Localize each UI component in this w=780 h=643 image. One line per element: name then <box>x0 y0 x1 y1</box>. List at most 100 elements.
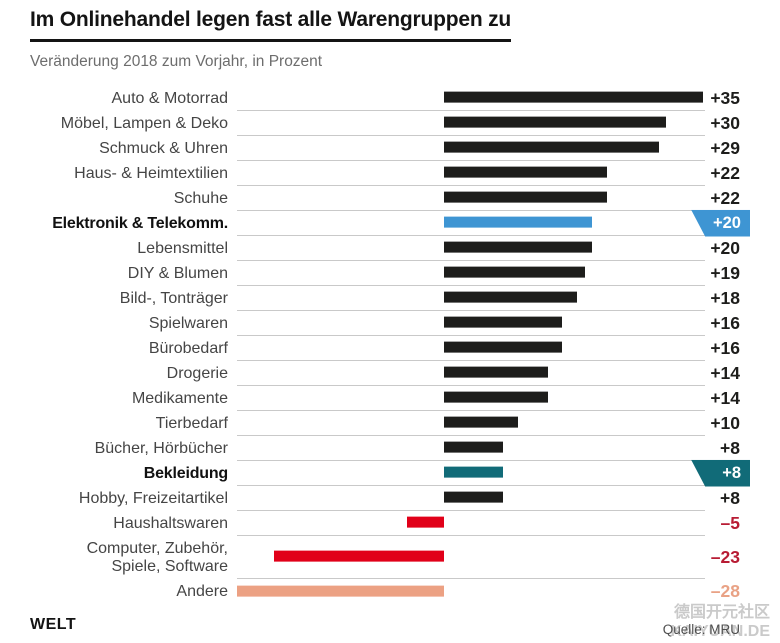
row-label: Bild-, Tonträger <box>119 289 228 307</box>
row-value: –5 <box>720 513 740 533</box>
page-title: Im Onlinehandel legen fast alle Warengru… <box>30 8 511 42</box>
row-plot-area <box>237 336 705 361</box>
chart-row: Computer, Zubehör, Spiele, Software –23 <box>30 536 750 579</box>
value-bar <box>407 516 444 528</box>
row-value: +8 <box>720 438 740 458</box>
value-bar <box>444 316 563 328</box>
row-value: +22 <box>710 188 740 208</box>
row-label: Haushaltswaren <box>113 514 228 532</box>
row-value: +20 <box>710 238 740 258</box>
value-bar <box>273 550 444 562</box>
row-value: +16 <box>710 313 740 333</box>
chart-row: DIY & Blumen +19 <box>30 261 750 286</box>
row-value: +19 <box>710 263 740 283</box>
row-value: +29 <box>710 138 740 158</box>
value-bar <box>444 466 504 478</box>
row-plot-area <box>237 211 705 236</box>
row-value: +30 <box>710 113 740 133</box>
value-bar <box>444 241 592 253</box>
value-bar <box>444 491 504 503</box>
row-plot-area <box>237 486 705 511</box>
row-plot-area <box>237 86 705 111</box>
row-label: Haus- & Heimtextilien <box>74 164 228 182</box>
value-bar <box>444 416 518 428</box>
value-bar <box>444 141 659 153</box>
value-bar <box>444 291 578 303</box>
chart-row: Lebensmittel +20 <box>30 236 750 261</box>
row-label: Spielwaren <box>148 314 228 332</box>
value-bar <box>444 391 548 403</box>
row-label: Bekleidung <box>143 464 228 482</box>
chart-row: Schmuck & Uhren +29 <box>30 136 750 161</box>
row-plot-area <box>237 261 705 286</box>
value-bar <box>444 266 585 278</box>
row-plot-area <box>237 436 705 461</box>
row-label: Bücher, Hörbücher <box>94 439 228 457</box>
value-bar <box>444 91 703 103</box>
value-bar <box>444 341 563 353</box>
row-plot-area <box>237 411 705 436</box>
row-plot-area <box>237 186 705 211</box>
row-value: –23 <box>710 547 740 567</box>
row-value: +8 <box>691 459 750 487</box>
value-bar <box>444 116 666 128</box>
welt-logo: WELT <box>30 616 77 633</box>
row-label: Schmuck & Uhren <box>99 139 228 157</box>
row-plot-area <box>237 286 705 311</box>
row-value: +8 <box>720 488 740 508</box>
row-plot-area <box>237 311 705 336</box>
row-label: Computer, Zubehör, Spiele, Software <box>86 540 228 575</box>
row-value: +18 <box>710 288 740 308</box>
chart-row: Tierbedarf +10 <box>30 411 750 436</box>
bar-chart: Auto & Motorrad +35 Möbel, Lampen & Deko +3… <box>0 86 750 604</box>
value-bar <box>237 585 445 597</box>
chart-row: Bild-, Tonträger +18 <box>30 286 750 311</box>
chart-row: Bücher, Hörbücher +8 <box>30 436 750 461</box>
chart-row: Haushaltswaren –5 <box>30 511 750 536</box>
header: Im Onlinehandel legen fast alle Warengru… <box>0 0 780 71</box>
chart-row: Schuhe +22 <box>30 186 750 211</box>
value-bar <box>444 441 504 453</box>
row-plot-area <box>237 161 705 186</box>
watermark-line2: KAIYUAN.DE <box>670 623 770 640</box>
row-value: +10 <box>710 413 740 433</box>
row-plot-area <box>237 536 705 579</box>
row-plot-area <box>237 579 705 604</box>
row-label: Andere <box>176 582 228 600</box>
row-label: Elektronik & Telekomm. <box>52 214 228 232</box>
row-label: Drogerie <box>166 364 228 382</box>
row-value: +16 <box>710 338 740 358</box>
row-label: Schuhe <box>173 189 228 207</box>
row-plot-area <box>237 136 705 161</box>
source-credit: Quelle: MRU <box>662 622 740 637</box>
chart-row: Auto & Motorrad +35 <box>30 86 750 111</box>
value-bar <box>444 366 548 378</box>
watermark-line1: 德国开元社区 <box>673 604 770 621</box>
chart-row: Hobby, Freizeitartikel +8 <box>30 486 750 511</box>
chart-subtitle: Veränderung 2018 zum Vorjahr, in Prozent <box>30 53 323 70</box>
chart-row: Bekleidung +8 <box>30 459 750 487</box>
value-bar <box>444 216 592 228</box>
watermark: 德国开元社区 KAIYUAN.DE <box>670 603 770 641</box>
row-value: –28 <box>710 581 740 601</box>
row-label: Lebensmittel <box>137 239 228 257</box>
value-bar <box>444 191 607 203</box>
chart-row: Bürobedarf +16 <box>30 336 750 361</box>
chart-row: Haus- & Heimtextilien +22 <box>30 161 750 186</box>
chart-row: Drogerie +14 <box>30 361 750 386</box>
chart-row: Andere –28 <box>30 579 750 604</box>
row-plot-area <box>237 361 705 386</box>
row-label: Auto & Motorrad <box>111 89 229 107</box>
row-label: Medikamente <box>131 389 228 407</box>
row-value: +20 <box>691 209 750 237</box>
value-bar <box>444 166 607 178</box>
row-label: Tierbedarf <box>155 414 228 432</box>
row-value: +35 <box>710 88 740 108</box>
row-plot-area <box>237 511 705 536</box>
row-label: Bürobedarf <box>148 339 228 357</box>
row-label: DIY & Blumen <box>127 264 228 282</box>
row-label: Möbel, Lampen & Deko <box>60 114 228 132</box>
chart-row: Spielwaren +16 <box>30 311 750 336</box>
chart-row: Möbel, Lampen & Deko +30 <box>30 111 750 136</box>
